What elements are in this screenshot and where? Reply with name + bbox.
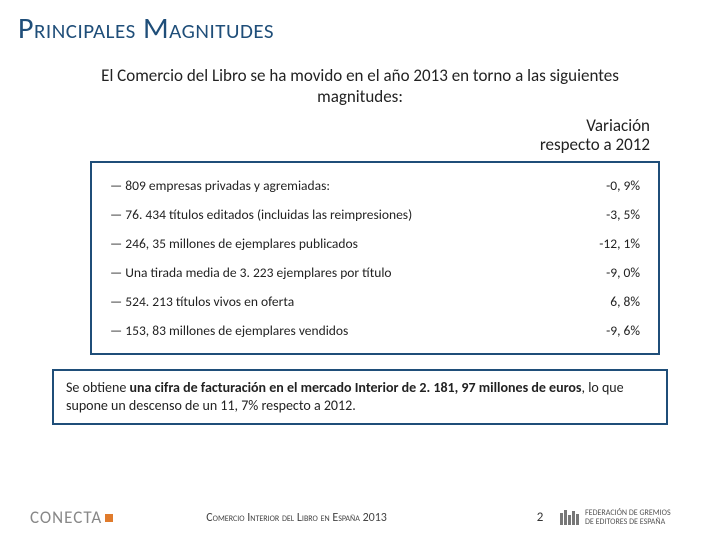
magnitudes-table-box: — 809 empresas privadas y agremiadas:-0,… bbox=[90, 161, 660, 355]
row-value: -3, 5% bbox=[551, 200, 640, 229]
row-label: — 153, 83 millones de ejemplares vendido… bbox=[110, 316, 551, 345]
row-value: -12, 1% bbox=[551, 229, 640, 258]
table-row: — 524. 213 títulos vivos en oferta6, 8% bbox=[110, 287, 640, 316]
row-label: — 246, 35 millones de ejemplares publica… bbox=[110, 229, 551, 258]
row-label: — 76. 434 títulos editados (incluidas la… bbox=[110, 200, 551, 229]
variation-line1: Variación bbox=[586, 115, 650, 136]
summary-bold: una cifra de facturación en el mercado I… bbox=[130, 379, 582, 396]
page-title: Principales Magnitudes bbox=[0, 0, 720, 47]
row-value: 6, 8% bbox=[551, 287, 640, 316]
variation-line2: respecto a 2012 bbox=[540, 134, 650, 155]
subtitle-text: El Comercio del Libro se ha movido en el… bbox=[60, 65, 660, 108]
books-icon bbox=[560, 510, 579, 525]
logo-fgee-text: FEDERACIÓN DE GREMIOS DE EDITORES DE ESP… bbox=[585, 509, 671, 527]
magnitudes-table: — 809 empresas privadas y agremiadas:-0,… bbox=[110, 171, 640, 345]
page-number: 2 bbox=[520, 510, 560, 525]
row-label: — Una tirada media de 3. 223 ejemplares … bbox=[110, 258, 551, 287]
logo-fgee: FEDERACIÓN DE GREMIOS DE EDITORES DE ESP… bbox=[560, 509, 690, 527]
table-row: — Una tirada media de 3. 223 ejemplares … bbox=[110, 258, 640, 287]
summary-pre: Se obtiene bbox=[66, 379, 130, 396]
row-value: -0, 9% bbox=[551, 171, 640, 200]
footer: CONECTA Comercio Interior del Libro en E… bbox=[0, 507, 720, 528]
table-row: — 76. 434 títulos editados (incluidas la… bbox=[110, 200, 640, 229]
table-row: — 153, 83 millones de ejemplares vendido… bbox=[110, 316, 640, 345]
row-label: — 809 empresas privadas y agremiadas: bbox=[110, 171, 551, 200]
row-value: -9, 6% bbox=[551, 316, 640, 345]
table-row: — 809 empresas privadas y agremiadas:-0,… bbox=[110, 171, 640, 200]
row-value: -9, 0% bbox=[551, 258, 640, 287]
summary-box: Se obtiene una cifra de facturación en e… bbox=[52, 369, 668, 425]
footer-caption: Comercio Interior del Libro en España 20… bbox=[73, 511, 520, 525]
variation-header: Variación respecto a 2012 bbox=[0, 116, 650, 155]
table-row: — 246, 35 millones de ejemplares publica… bbox=[110, 229, 640, 258]
row-label: — 524. 213 títulos vivos en oferta bbox=[110, 287, 551, 316]
